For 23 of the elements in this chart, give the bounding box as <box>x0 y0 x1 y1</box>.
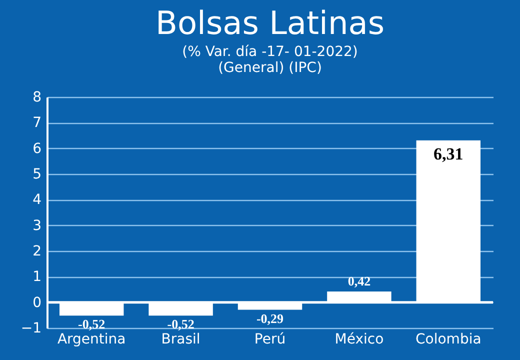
y-tick-label: 3 <box>32 218 42 234</box>
data-label: -0,52 <box>78 316 106 332</box>
y-tick-label: 1 <box>32 269 42 286</box>
data-label: -0,52 <box>167 316 194 332</box>
x-tick-label: Perú <box>254 332 286 348</box>
y-tick-label: 4 <box>32 192 42 208</box>
x-tick-label: Colombia <box>416 332 482 348</box>
y-tick-label: 8 <box>32 90 42 106</box>
x-tick-label: Brasil <box>161 332 200 348</box>
chart-subtitle: (% Var. día -17- 01-2022) <box>182 44 358 60</box>
data-label: -0,29 <box>256 310 284 326</box>
x-tick-label: Argentina <box>57 332 126 348</box>
y-tick-label: 2 <box>32 244 42 260</box>
data-label: 0,42 <box>348 274 371 289</box>
y-tick-label: 0 <box>32 294 42 311</box>
y-tick-label: 6 <box>32 140 42 157</box>
x-tick-label: México <box>334 332 384 348</box>
chart-title: Bolsas Latinas <box>156 4 384 42</box>
y-tick-label: 7 <box>32 115 42 132</box>
y-tick-label: 5 <box>32 166 42 182</box>
y-tick-label: −1 <box>20 320 42 336</box>
text: (General) (IPC) <box>218 60 322 76</box>
data-label: 6,31 <box>434 144 464 164</box>
